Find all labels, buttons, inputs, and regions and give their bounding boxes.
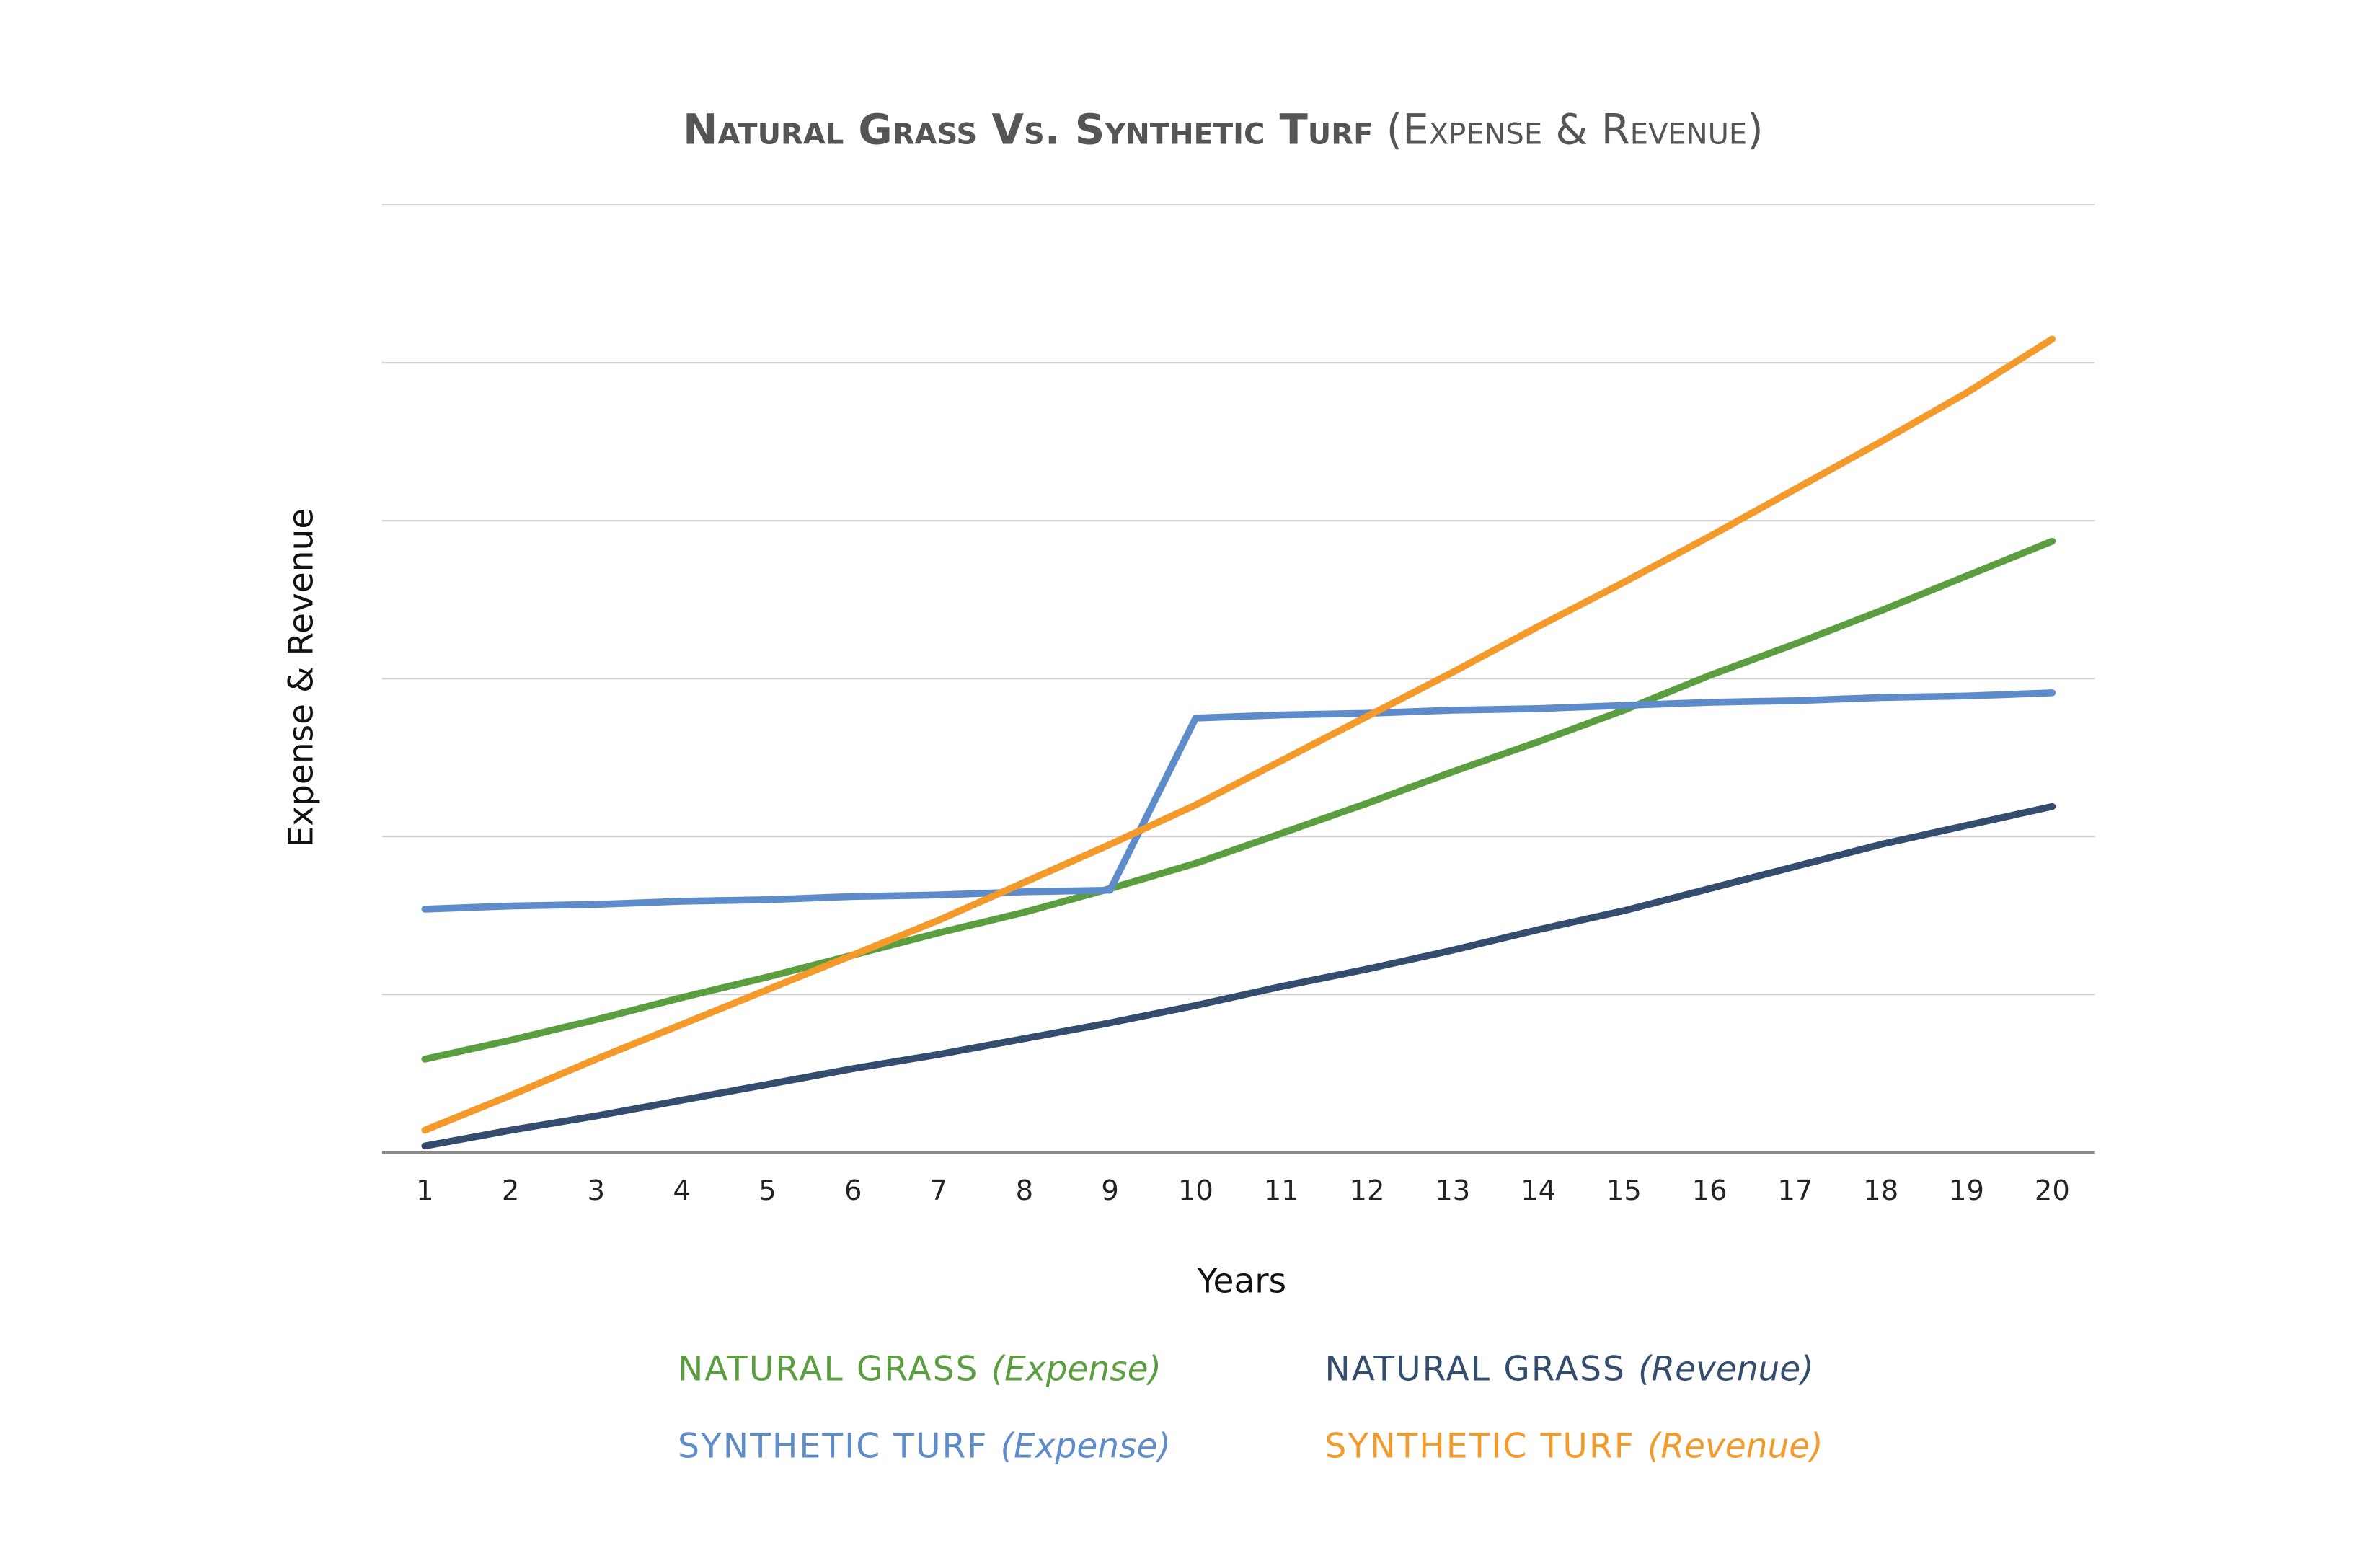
x-tick-label: 11 [1264,1175,1299,1207]
legend-qualifier: (Revenue) [1638,1349,1813,1389]
chart-subtitle: (Expense & Revenue) [1386,105,1764,154]
x-tick-label: 14 [1521,1175,1556,1207]
x-tick-label: 9 [1101,1175,1118,1207]
x-tick-label: 20 [2035,1175,2070,1207]
line-series [421,537,2056,1063]
chart-title: Natural Grass Vs. Synthetic Turf [683,105,1373,154]
x-tick-label: 12 [1350,1175,1385,1207]
x-tick-label: 18 [1863,1175,1898,1207]
x-tick-label: 2 [502,1175,519,1207]
x-tick-label: 13 [1435,1175,1470,1207]
x-tick-label: 7 [930,1175,947,1207]
x-tick-label: 8 [1016,1175,1033,1207]
legend-entry: SYNTHETIC TURF (Revenue) [1324,1426,1823,1466]
legend-qualifier: (Revenue) [1647,1426,1823,1466]
chart-title-group: Natural Grass Vs. Synthetic Turf (Expens… [683,105,1764,154]
x-tick-label: 19 [1949,1175,1984,1207]
line-series [421,803,2056,1150]
line-series [421,335,2056,1134]
legend-name: NATURAL GRASS [678,1349,991,1389]
legend-name: SYNTHETIC TURF [1324,1426,1647,1466]
x-tick-label: 5 [758,1175,776,1207]
x-tick-label: 10 [1178,1175,1213,1207]
legend-qualifier: (Expense) [991,1349,1162,1389]
legend-entry: NATURAL GRASS (Expense) [678,1349,1162,1389]
x-tick-label: 1 [416,1175,433,1207]
legend-name: NATURAL GRASS [1324,1349,1638,1389]
legend-qualifier: (Expense) [1001,1426,1171,1466]
legend-name: SYNTHETIC TURF [678,1426,1001,1466]
legend-entry: SYNTHETIC TURF (Expense) [678,1426,1171,1466]
x-tick-label: 17 [1777,1175,1813,1207]
y-axis-label: Expense & Revenue [281,508,321,848]
line-series [421,689,2056,913]
x-tick-label: 4 [673,1175,690,1207]
x-tick-label: 15 [1606,1175,1642,1207]
x-tick-label: 6 [844,1175,862,1207]
legend-entry: NATURAL GRASS (Revenue) [1324,1349,1813,1389]
x-axis-label: Years [1196,1261,1286,1301]
x-tick-label: 3 [588,1175,605,1207]
x-tick-label: 16 [1692,1175,1728,1207]
